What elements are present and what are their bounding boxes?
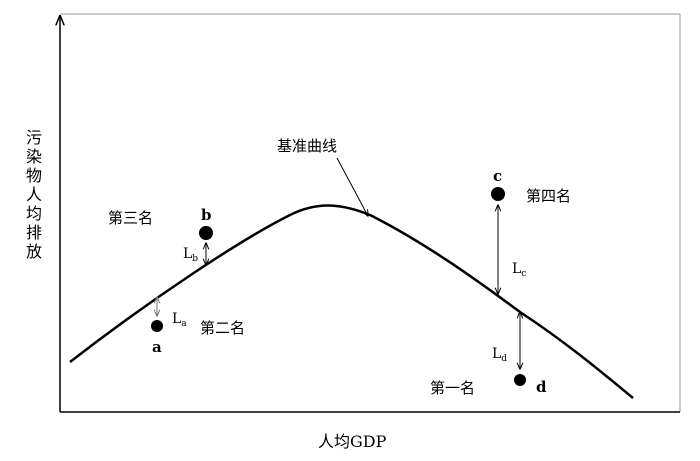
point-label-c: c: [493, 167, 502, 185]
curve-label-pointer: [336, 157, 368, 216]
baseline-curve: [69, 204, 634, 399]
rank-label-c: 第四名: [526, 187, 571, 205]
x-axis-label: 人均GDP: [318, 432, 387, 451]
rank-label-d: 第一名: [430, 379, 475, 397]
y-axis-label: 污染物人均排放: [25, 128, 42, 261]
point-label-b: b: [201, 206, 212, 224]
distance-label-b: Lb: [183, 246, 198, 264]
point-c: [491, 187, 505, 201]
distance-label-d: Ld: [492, 346, 507, 364]
curve-label: 基准曲线: [277, 137, 337, 155]
distance-label-c: Lc: [512, 261, 526, 279]
point-a: [151, 320, 163, 332]
point-d: [514, 374, 526, 386]
point-label-d: d: [536, 378, 547, 396]
rank-label-b: 第三名: [108, 209, 153, 227]
point-b: [199, 226, 213, 240]
point-label-a: a: [152, 338, 162, 356]
rank-label-a: 第二名: [200, 319, 245, 337]
distance-label-a: La: [172, 311, 187, 329]
